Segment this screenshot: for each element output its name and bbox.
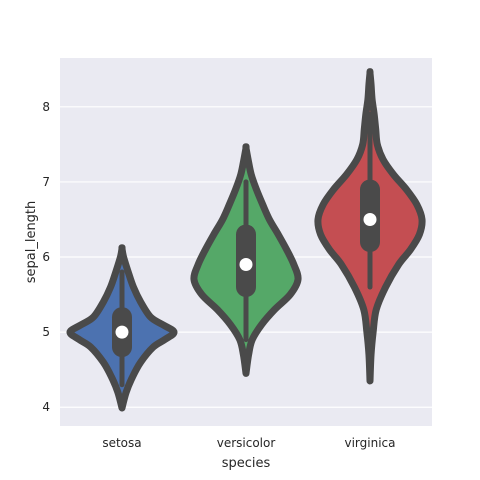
y-tick-label: 4 (42, 400, 50, 414)
x-tick-labels: setosa versicolor virginica (102, 436, 395, 450)
x-axis-label: species (222, 456, 271, 471)
y-axis-label: sepal_length (24, 201, 39, 284)
violins (66, 68, 426, 412)
y-tick-label: 8 (42, 100, 50, 114)
y-tick-label: 7 (42, 175, 50, 189)
y-tick-labels: 4 5 6 7 8 (42, 100, 50, 414)
violin-median-versicolor (239, 258, 253, 272)
x-tick-label: setosa (102, 436, 141, 450)
x-tick-label: versicolor (217, 436, 276, 450)
violin-median-setosa (115, 325, 129, 339)
x-tick-label: virginica (345, 436, 396, 450)
violin-median-virginica (363, 212, 377, 226)
y-tick-label: 5 (42, 325, 50, 339)
y-tick-label: 6 (42, 250, 50, 264)
